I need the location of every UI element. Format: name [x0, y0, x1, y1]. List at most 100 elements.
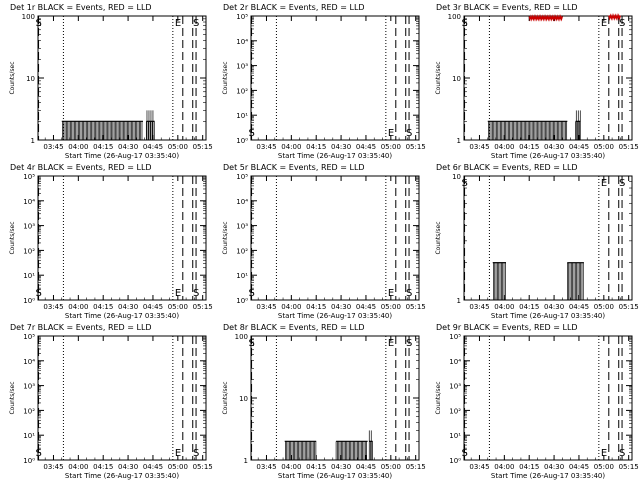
x-tick-label: 05:15: [193, 143, 213, 151]
x-tick-label: 04:30: [118, 303, 138, 311]
x-tick-label: 04:15: [306, 463, 326, 471]
x-tick-label: 05:15: [193, 303, 213, 311]
y-axis-label: Counts/sec: [222, 381, 229, 414]
y-tick-label: 10¹: [23, 272, 35, 280]
x-tick-label: 04:30: [331, 143, 351, 151]
plot-frame: [37, 335, 207, 461]
x-tick-label: 04:15: [93, 463, 113, 471]
panel-8: Det 8r BLACK = Events, RED = LLD 1 10 100 Co…: [222, 323, 426, 480]
y-axis-label: Counts/sec: [9, 221, 16, 254]
x-tick-label: 05:00: [381, 303, 401, 311]
x-tick-label: 04:00: [281, 303, 301, 311]
x-tick-label: 04:45: [356, 463, 376, 471]
panel-title: Det 4r BLACK = Events, RED = LLD: [10, 163, 152, 172]
marker-s: S: [462, 18, 468, 29]
y-tick-label: 100: [235, 333, 248, 341]
marker-s: S: [462, 178, 468, 189]
x-tick-label: 03:45: [43, 303, 63, 311]
x-tick-label: 04:00: [494, 463, 514, 471]
marker-s: S: [36, 448, 42, 459]
y-tick-label: 10³: [23, 223, 35, 231]
panel-5: Det 5r BLACK = Events, RED = LLD 10⁰ 10¹ 10…: [222, 163, 426, 320]
plot-frame: [463, 335, 633, 461]
x-tick-label: 05:00: [594, 143, 614, 151]
plot-frame: [250, 15, 420, 141]
panel-6: Det 6r BLACK = Events, RED = LLD 1 10 Count…: [435, 163, 639, 320]
x-tick-label: 05:15: [406, 463, 426, 471]
y-axis-label: Counts/sec: [435, 221, 442, 254]
x-tick-label: 04:45: [143, 143, 163, 151]
x-tick-label: 03:45: [256, 303, 276, 311]
y-tick-label: 1: [244, 457, 248, 465]
y-axis-label: Counts/sec: [435, 381, 442, 414]
y-tick-label: 10⁵: [449, 333, 461, 341]
x-tick-label: 05:00: [381, 463, 401, 471]
marker-e: E: [388, 288, 394, 299]
y-tick-label: 10²: [23, 407, 35, 415]
y-tick-label: 10⁵: [23, 333, 35, 341]
x-tick-label: 03:45: [256, 143, 276, 151]
y-axis-label: Counts/sec: [9, 381, 16, 414]
y-tick-label: 10¹: [23, 432, 35, 440]
y-axis-label: Counts/sec: [222, 61, 229, 94]
y-tick-label: 10⁵: [236, 173, 248, 181]
y-tick-label: 1: [457, 297, 461, 305]
x-axis-label: Start Time (26-Aug-17 03:35:40): [278, 152, 392, 160]
x-tick-label: 03:45: [43, 143, 63, 151]
x-tick-label: 04:15: [519, 303, 539, 311]
plot-frame: [37, 175, 207, 301]
plot-frame: [250, 175, 420, 301]
panel-2: Det 2r BLACK = Events, RED = LLD 10⁰ 10¹ 10…: [222, 3, 426, 160]
x-tick-label: 05:00: [168, 463, 188, 471]
panel-title: Det 7r BLACK = Events, RED = LLD: [10, 323, 152, 332]
x-tick-label: 05:15: [406, 143, 426, 151]
y-tick-label: 10¹: [236, 112, 248, 120]
x-tick-label: 04:30: [118, 463, 138, 471]
x-axis-label: Start Time (26-Aug-17 03:35:40): [278, 472, 392, 480]
x-tick-label: 04:00: [68, 143, 88, 151]
x-tick-label: 04:30: [331, 463, 351, 471]
plot-frame: [463, 175, 633, 301]
marker-s-end: S: [193, 288, 199, 299]
x-tick-label: 03:45: [43, 463, 63, 471]
panel-title: Det 8r BLACK = Events, RED = LLD: [223, 323, 365, 332]
marker-s: S: [249, 288, 255, 299]
x-axis-label: Start Time (26-Aug-17 03:35:40): [491, 312, 605, 320]
marker-s-end: S: [406, 288, 412, 299]
panel-title: Det 6r BLACK = Events, RED = LLD: [436, 163, 578, 172]
marker-e: E: [601, 448, 607, 459]
x-tick-label: 05:00: [594, 303, 614, 311]
y-axis-label: Counts/sec: [222, 221, 229, 254]
y-axis-label: Counts/sec: [435, 61, 442, 94]
x-tick-label: 04:00: [281, 143, 301, 151]
y-tick-label: 10¹: [449, 432, 461, 440]
x-tick-label: 05:15: [619, 143, 639, 151]
y-tick-label: 10: [452, 75, 461, 83]
x-tick-label: 04:30: [331, 303, 351, 311]
y-tick-label: 10²: [449, 407, 461, 415]
panel-4: Det 4r BLACK = Events, RED = LLD 10⁰ 10¹ 10…: [9, 163, 213, 320]
y-tick-label: 10⁴: [236, 198, 248, 206]
marker-s-end: S: [193, 18, 199, 29]
y-tick-label: 10²: [236, 87, 248, 95]
x-tick-label: 04:00: [494, 143, 514, 151]
x-axis-label: Start Time (26-Aug-17 03:35:40): [278, 312, 392, 320]
marker-e: E: [175, 18, 181, 29]
x-tick-label: 03:45: [469, 143, 489, 151]
panel-9: Det 9r BLACK = Events, RED = LLD 10⁰ 10¹ 10…: [435, 323, 639, 480]
marker-s: S: [249, 338, 255, 349]
x-tick-label: 04:45: [569, 143, 589, 151]
marker-e: E: [601, 178, 607, 189]
x-tick-label: 05:00: [594, 463, 614, 471]
y-tick-label: 10⁰: [23, 297, 35, 305]
y-tick-label: 10²: [23, 247, 35, 255]
lld-trace: [608, 13, 621, 21]
panel-3: Det 3r BLACK = Events, RED = LLD 1 10 100 Co…: [435, 3, 639, 160]
y-tick-label: 10³: [449, 383, 461, 391]
y-tick-label: 10⁴: [23, 358, 35, 366]
marker-s-end: S: [193, 448, 199, 459]
x-tick-label: 04:15: [306, 303, 326, 311]
y-tick-label: 10⁰: [449, 457, 461, 465]
x-tick-label: 04:45: [569, 463, 589, 471]
lld-trace: [528, 14, 563, 22]
